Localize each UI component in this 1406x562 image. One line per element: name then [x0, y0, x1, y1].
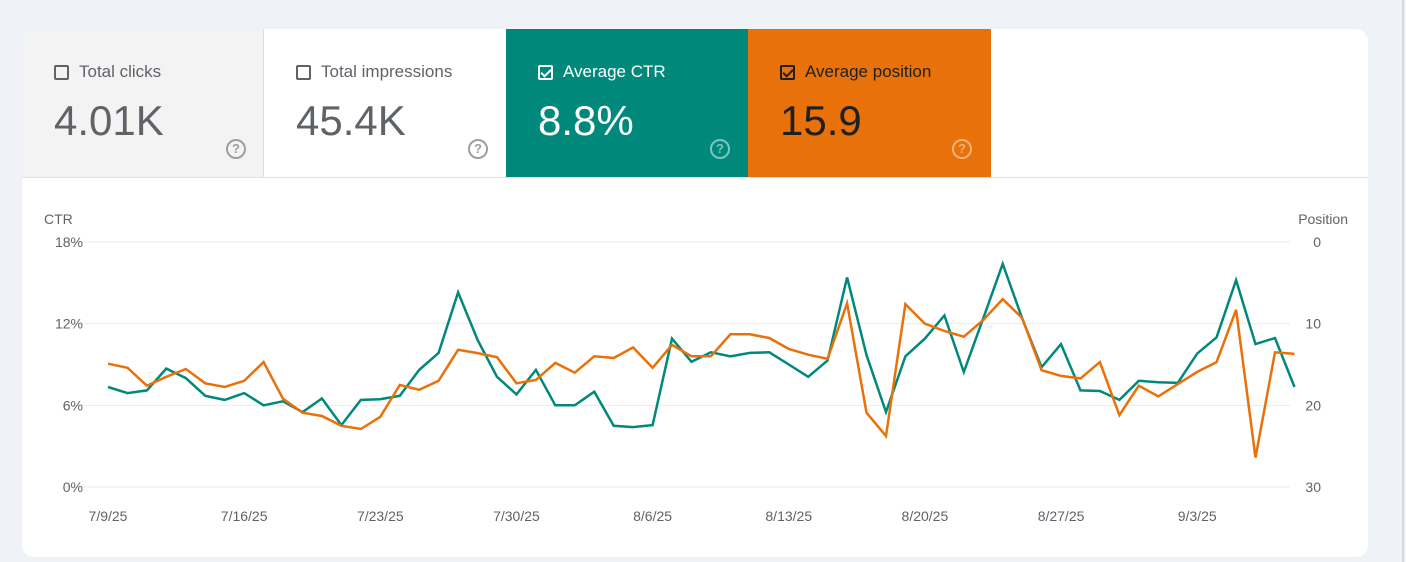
tile-label: Total impressions [321, 62, 453, 81]
checkbox-unchecked-icon[interactable] [296, 64, 311, 80]
tile-value: 8.8% [538, 97, 634, 144]
position-series-line [107, 297, 1295, 458]
tile-label-row: Average position [780, 62, 931, 82]
tile-label-row: Average CTR [538, 62, 666, 82]
tile-label-row: Total impressions [296, 62, 452, 82]
checkbox-checked-icon[interactable] [780, 64, 795, 80]
tile-value: 45.4K [296, 97, 406, 144]
right-axis-title: Position [1298, 211, 1348, 227]
x-tick-label: 7/16/25 [221, 508, 268, 524]
ctr-series-line [107, 260, 1296, 429]
x-tick-label: 7/30/25 [493, 508, 540, 524]
tile-average-position[interactable]: Average position 15.9 ? [748, 29, 991, 177]
tile-label-row: Total clicks [54, 62, 161, 82]
x-tick-label: 8/20/25 [902, 508, 949, 524]
left-axis-title: CTR [44, 211, 73, 227]
help-icon[interactable]: ? [952, 139, 972, 159]
left-tick-label: 0% [63, 479, 83, 495]
scrollbar[interactable] [1402, 0, 1404, 562]
x-tick-label: 8/13/25 [765, 508, 812, 524]
x-tick-label: 7/9/25 [89, 508, 128, 524]
x-tick-label: 8/27/25 [1038, 508, 1085, 524]
x-tick-label: 8/6/25 [633, 508, 672, 524]
tile-label: Average CTR [563, 62, 666, 81]
checkbox-unchecked-icon[interactable] [54, 64, 69, 80]
help-icon[interactable]: ? [710, 139, 730, 159]
divider [22, 177, 1368, 178]
x-tick-label: 7/23/25 [357, 508, 404, 524]
tile-total-clicks[interactable]: Total clicks 4.01K ? [22, 29, 264, 177]
left-tick-label: 6% [63, 397, 83, 413]
right-tick-label: 20 [1305, 397, 1321, 413]
x-tick-label: 9/3/25 [1178, 508, 1217, 524]
performance-card: Total clicks 4.01K ? Total impressions 4… [22, 29, 1368, 557]
checkbox-checked-icon[interactable] [538, 64, 553, 80]
tile-average-ctr[interactable]: Average CTR 8.8% ? [506, 29, 748, 177]
tile-value: 4.01K [54, 97, 164, 144]
right-tick-label: 30 [1305, 479, 1321, 495]
left-tick-label: 18% [55, 234, 83, 250]
right-tick-label: 0 [1313, 234, 1321, 250]
metric-tiles: Total clicks 4.01K ? Total impressions 4… [22, 29, 991, 177]
tile-total-impressions[interactable]: Total impressions 45.4K ? [264, 29, 506, 177]
help-icon[interactable]: ? [226, 139, 246, 159]
right-tick-label: 10 [1305, 316, 1321, 332]
tile-label: Average position [805, 62, 932, 81]
left-tick-label: 12% [55, 316, 83, 332]
tile-label: Total clicks [79, 62, 162, 81]
tile-value: 15.9 [780, 97, 862, 144]
help-icon[interactable]: ? [468, 139, 488, 159]
